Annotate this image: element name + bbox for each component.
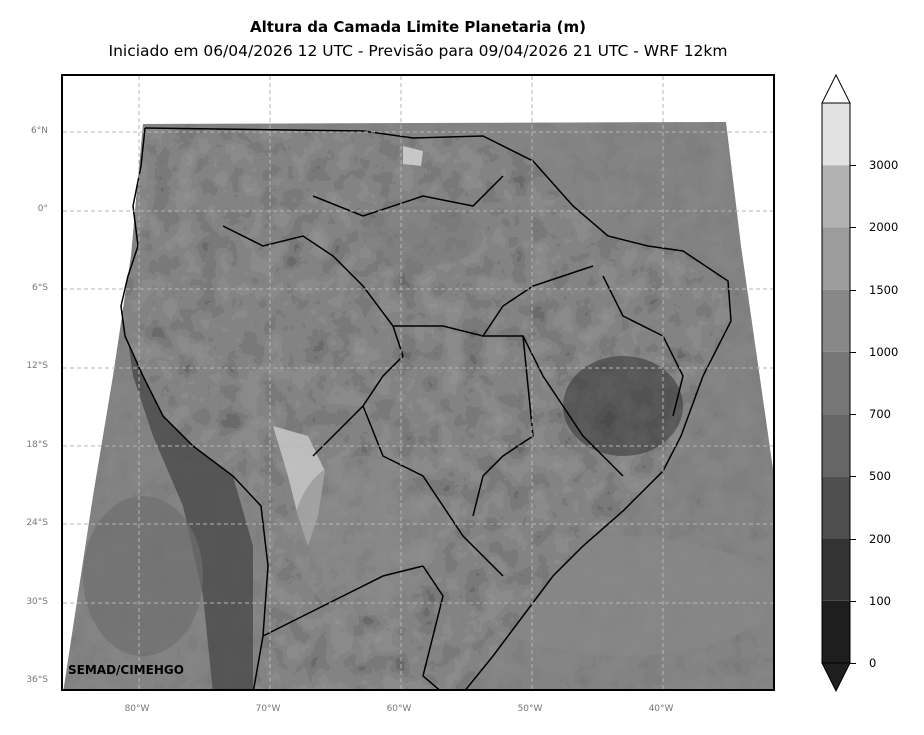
lat-label: 12°S: [26, 361, 48, 371]
colorbar-extend-min: [821, 662, 851, 693]
map-svg: [63, 76, 773, 689]
map-title: Altura da Camada Limite Planetaria (m): [249, 18, 587, 36]
lon-label: 70°W: [255, 704, 281, 714]
colorbar-segment: [822, 103, 850, 166]
colorbar-tick-label: 500: [869, 469, 891, 484]
lat-label: 6°N: [31, 126, 48, 136]
colorbar-segment: [822, 165, 850, 228]
colorbar-tick: [850, 414, 856, 416]
colorbar-tick: [850, 600, 856, 602]
colorbar-outline: [821, 102, 851, 664]
lat-label: 18°S: [26, 440, 48, 450]
colorbar-tick-label: 700: [869, 407, 891, 422]
graticule: [63, 76, 773, 689]
lon-label: 50°W: [517, 704, 543, 714]
lon-label: 60°W: [386, 704, 412, 714]
colorbar-tick: [850, 289, 856, 291]
colorbar-extend-max: [821, 73, 851, 104]
colorbar-tick-label: 1000: [869, 344, 899, 359]
colorbar-tick: [850, 165, 856, 167]
colorbar-tick: [850, 227, 856, 229]
colorbar-tick: [850, 476, 856, 478]
map-frame: [61, 74, 775, 691]
credit-label: SEMAD/CIMEHGO: [68, 663, 184, 677]
colorbar-segment: [822, 476, 850, 539]
lon-label: 40°W: [648, 704, 674, 714]
colorbar-tick-label: 100: [869, 593, 891, 608]
colorbar-segment: [822, 227, 850, 290]
colorbar-segment: [822, 351, 850, 415]
colorbar-segment: [822, 289, 850, 352]
lat-label: 0°: [37, 204, 48, 214]
lat-label: 36°S: [26, 675, 48, 685]
lat-label: 30°S: [26, 597, 48, 607]
colorbar-tick-label: 3000: [869, 158, 899, 173]
lon-label: 80°W: [124, 704, 150, 714]
colorbar-tick-label: 2000: [869, 220, 899, 235]
colorbar-tick: [850, 351, 856, 353]
colorbar-tick-label: 1500: [869, 282, 899, 297]
blh-field: [63, 122, 773, 689]
colorbar: [821, 73, 851, 693]
lat-label: 24°S: [26, 518, 48, 528]
lat-label: 6°S: [32, 283, 48, 293]
colorbar-tick-label: 0: [869, 656, 877, 670]
colorbar-segment: [822, 600, 850, 663]
colorbar-segment: [822, 538, 850, 601]
colorbar-segment: [822, 414, 850, 477]
map-subtitle: Iniciado em 06/04/2026 12 UTC - Previsão…: [108, 42, 728, 60]
colorbar-tick: [850, 538, 856, 540]
colorbar-tick: [850, 663, 856, 664]
colorbar-tick-label: 200: [869, 531, 891, 546]
